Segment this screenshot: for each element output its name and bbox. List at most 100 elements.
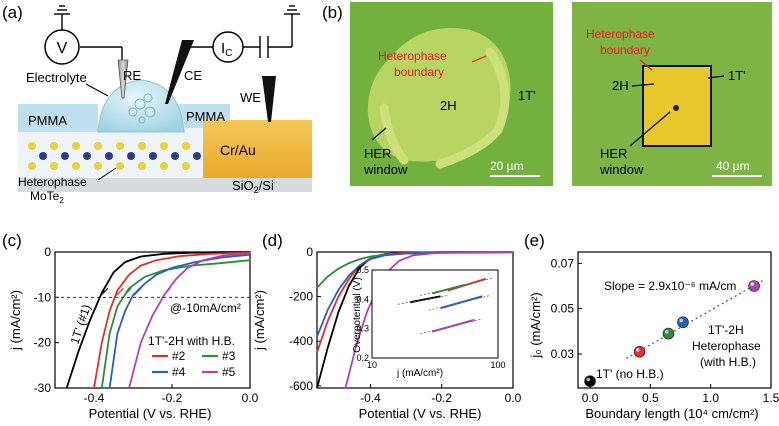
te-atom: [116, 142, 124, 150]
her-left-arrow: [371, 127, 387, 141]
c-crossing-arrow: [123, 287, 132, 296]
ammeter-label: IC: [221, 40, 232, 59]
inset-fit-line: [428, 295, 491, 311]
c-plot-frame: [54, 251, 251, 389]
heterophase-pointer: [97, 167, 117, 181]
voltmeter-label: V: [57, 40, 68, 57]
circuit-wires: [54, 5, 300, 62]
panel-d: (d) -0.4 -0.2 0.0 0 -200 -400 -600 Potential (…: [252, 231, 522, 421]
te-atom: [72, 142, 80, 150]
inset-ytick-label: 0.2: [356, 353, 369, 363]
te-atom: [50, 142, 58, 150]
e-hetero-line1: 1T'-2H: [708, 323, 744, 337]
e-point-highlight: [635, 348, 640, 352]
panel-e-label: (e): [524, 231, 545, 250]
inset-fit-line: [397, 295, 449, 305]
pmma-right-label: PMMA: [186, 109, 225, 124]
c-ytick-label: -30: [34, 381, 52, 395]
hb-right-arrow: [639, 59, 653, 71]
mo-atom: [83, 152, 91, 160]
pmma-left-layer: [18, 104, 98, 132]
e-data-point-4: [748, 280, 760, 292]
e-xtick-label: 1.5: [763, 391, 779, 405]
d-ytick-label: -200: [289, 290, 313, 304]
c-legend-label: #4: [172, 365, 186, 379]
mote2-atoms: [28, 142, 201, 170]
e-slope: Slope = 2.9x10⁻⁶ mA/cm: [604, 279, 736, 293]
electrolyte-droplet: [97, 79, 185, 133]
e-data-point-2: [662, 327, 675, 340]
phase-1t-left: 1T': [518, 88, 536, 103]
c-ytick-label: -20: [34, 336, 52, 350]
e-point-highlight: [679, 318, 683, 323]
d-xtick-label: -0.4: [360, 391, 381, 405]
te-atom: [28, 162, 36, 170]
c-legend-title: 1T'-2H with H.B.: [148, 334, 235, 348]
her-window-dot: [673, 105, 679, 111]
c-legend-label: #5: [222, 365, 236, 379]
inset-xtick-label: 100: [490, 360, 505, 370]
phase-2h-right: 2H: [612, 78, 629, 93]
d-series-line-4: [344, 251, 514, 389]
e-fit-line: [625, 278, 766, 360]
inset-xlabel: j (mA/cm²): [396, 368, 443, 379]
hb-left-line1: Heterophase: [378, 49, 447, 63]
her-window-strip-left-b: [435, 47, 510, 169]
substrate-label: SiO2/Si: [232, 178, 274, 195]
c-series-line-4: [128, 252, 251, 389]
te-atom: [182, 142, 190, 150]
te-atom: [50, 162, 58, 170]
panel-d-label: (d): [262, 231, 283, 250]
c-crossing-arrow: [100, 287, 109, 296]
mo-atom: [149, 152, 157, 160]
te-atom: [138, 162, 146, 170]
e-xtick-label: 0.0: [582, 391, 599, 405]
panel-c: (c) -0.4 -0.2 0.0 0 -10 -20 -30 Potential (V v…: [2, 231, 259, 421]
hb-right-line2: boundary: [600, 43, 650, 57]
re-label: RE: [123, 68, 141, 83]
c-legend-label: #2: [172, 349, 186, 363]
mo-atom: [171, 152, 179, 160]
panel-c-label: (c): [2, 231, 22, 250]
c-xtick-label: 0.0: [242, 391, 259, 405]
e-label-1t: 1T' (no H.B.): [596, 367, 664, 381]
panel-b-label: (b): [322, 3, 343, 22]
te-atom: [28, 142, 36, 150]
c-label-1t: 1T' (#1): [68, 303, 94, 346]
panel-a: (a) V IC: [2, 3, 312, 205]
inset-ytick-label: 0.4: [356, 294, 369, 304]
scale-right-label: 40 µm: [716, 159, 750, 173]
reference-electrode-probe: [117, 59, 129, 99]
inset-fit-line: [420, 318, 483, 334]
inset-xtick-label: 10: [367, 360, 377, 370]
e-xtick-label: 1.0: [702, 391, 719, 405]
inset-ytick-label: 0.3: [356, 324, 369, 334]
e-data-point-1: [633, 345, 646, 358]
inset-frame: [371, 269, 499, 359]
panel-a-label: (a): [2, 3, 23, 22]
e-ylabel: j₀ (mA/cm²): [528, 292, 543, 358]
e-hetero-line2: Heterophase: [692, 339, 761, 353]
e-ytick-label: 0.07: [551, 256, 575, 270]
mo-atom: [61, 152, 69, 160]
c-ytick-label: -10: [34, 290, 52, 304]
mo-atom: [105, 152, 113, 160]
e-xlabel: Boundary length (10⁴ cm/cm²): [585, 406, 758, 421]
c-ytick-label: 0: [44, 245, 51, 259]
mo-atom: [127, 152, 135, 160]
te-atom: [160, 162, 168, 170]
d-ytick-label: 0: [306, 245, 313, 259]
c-series-line-0: [65, 251, 251, 389]
c-crossing-arrow: [162, 287, 171, 296]
mo-atom: [193, 152, 201, 160]
d-ytick-label: -400: [289, 334, 313, 348]
her-left-line2: window: [363, 162, 408, 177]
her-right-line2: window: [599, 162, 644, 177]
we-label: WE: [240, 90, 261, 105]
c-ylabel: j (mA/cm²): [8, 290, 23, 351]
te-atom: [116, 162, 124, 170]
electrolyte-label: Electrolyte: [26, 70, 87, 85]
heterophase-label: Heterophase: [18, 175, 87, 189]
e-xtick-label: 0.5: [642, 391, 659, 405]
